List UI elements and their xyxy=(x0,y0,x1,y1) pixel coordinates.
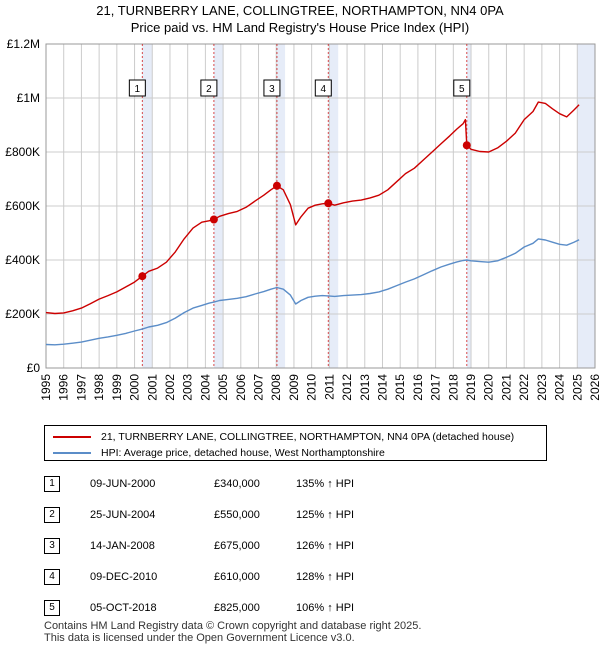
sale-number-box xyxy=(453,79,471,97)
x-tick-label: 2014 xyxy=(375,374,389,401)
x-tick-label: 2008 xyxy=(269,374,283,401)
sale-date: 09-JUN-2000 xyxy=(90,478,156,490)
x-tick-label: 2017 xyxy=(429,374,443,401)
sale-point xyxy=(462,141,471,150)
sale-hpi-diff: 125% ↑ HPI xyxy=(296,509,355,521)
y-tick-label: £1M xyxy=(17,91,40,105)
sale-number-labels: 1 2 3 4 5 xyxy=(128,79,471,97)
x-tick-label: 1996 xyxy=(57,374,71,401)
x-tick-label: 2012 xyxy=(340,374,354,401)
x-tick-label: 2004 xyxy=(198,374,212,401)
y-tick-label: £400K xyxy=(5,253,40,267)
sale-number-label: 5 xyxy=(459,84,465,95)
x-tick-label: 2005 xyxy=(216,374,230,401)
sale-date: 05-OCT-2018 xyxy=(90,602,157,614)
legend: 21, TURNBERRY LANE, COLLINGTREE, NORTHAM… xyxy=(44,425,547,461)
legend-item-hpi: HPI: Average price, detached house, West… xyxy=(53,445,385,461)
x-tick-label: 2019 xyxy=(464,374,478,401)
legend-label-property: 21, TURNBERRY LANE, COLLINGTREE, NORTHAM… xyxy=(101,431,515,443)
x-tick-label: 2009 xyxy=(287,374,301,401)
x-tick-label: 1995 xyxy=(39,374,53,401)
x-tick-label: 1998 xyxy=(92,374,106,401)
x-tick-label: 1997 xyxy=(74,374,88,401)
y-tick-label: £600K xyxy=(5,199,40,213)
sale-number-label: 1 xyxy=(135,84,141,95)
axis-labels: 1995 1996 1997 1998 1999 2000 2001 2002 2003 2004… xyxy=(5,37,600,401)
sale-date: 14-JAN-2008 xyxy=(90,540,155,552)
series-lines xyxy=(45,101,580,346)
x-tick-label: 2006 xyxy=(234,374,248,401)
sale-number-box xyxy=(314,79,332,97)
sale-number: 2 xyxy=(44,507,60,523)
sale-number: 1 xyxy=(44,476,60,492)
sale-date: 25-JUN-2004 xyxy=(90,509,156,521)
x-tick-label: 2011 xyxy=(322,374,336,400)
table-row: 4 09-DEC-2010 £610,000 128% ↑ HPI xyxy=(44,568,584,588)
x-tick-label: 2002 xyxy=(163,374,177,401)
sale-price: £825,000 xyxy=(214,602,260,614)
sale-date: 09-DEC-2010 xyxy=(90,571,158,583)
sale-number-box xyxy=(128,79,146,97)
x-tick-label: 2003 xyxy=(181,374,195,401)
x-tick-label: 2013 xyxy=(358,374,372,401)
x-tick-label: 2016 xyxy=(411,374,425,401)
sale-points xyxy=(138,141,471,281)
x-tick-label: 2026 xyxy=(588,374,600,401)
sale-hpi-diff: 128% ↑ HPI xyxy=(296,571,355,583)
sale-price: £675,000 xyxy=(214,540,260,552)
legend-item-property: 21, TURNBERRY LANE, COLLINGTREE, NORTHAM… xyxy=(53,429,514,445)
plot-border xyxy=(45,43,596,369)
sale-point xyxy=(324,199,333,208)
x-tick-label: 2000 xyxy=(128,374,142,401)
x-tick-label: 2018 xyxy=(446,374,460,401)
x-tick-label: 2010 xyxy=(305,374,319,401)
x-tick-label: 2007 xyxy=(252,374,266,401)
sale-number: 4 xyxy=(44,569,60,585)
chart-subtitle: Price paid vs. HM Land Registry's House … xyxy=(130,20,470,35)
x-tick-label: 2015 xyxy=(393,374,407,401)
y-tick-label: £800K xyxy=(5,145,40,159)
sale-number: 3 xyxy=(44,538,60,554)
sale-point xyxy=(209,215,218,224)
sale-price: £610,000 xyxy=(214,571,260,583)
x-tick-label: 2001 xyxy=(145,374,159,401)
x-tick-label: 2025 xyxy=(570,374,584,401)
sale-number-label: 4 xyxy=(321,84,327,95)
sale-number-box xyxy=(200,79,218,97)
legend-swatch-property xyxy=(53,436,91,438)
x-tick-label: 2021 xyxy=(499,374,513,401)
table-row: 5 05-OCT-2018 £825,000 106% ↑ HPI xyxy=(44,599,584,619)
property-price-line xyxy=(45,101,580,315)
footer-licence: This data is licensed under the Open Gov… xyxy=(44,632,355,644)
sale-hpi-diff: 135% ↑ HPI xyxy=(296,478,355,490)
sale-point xyxy=(138,272,147,281)
x-tick-label: 2020 xyxy=(482,374,496,401)
chart-title: 21, TURNBERRY LANE, COLLINGTREE, NORTHAM… xyxy=(96,3,504,18)
table-row: 2 25-JUN-2004 £550,000 125% ↑ HPI xyxy=(44,506,584,526)
x-tick-label: 2024 xyxy=(553,374,567,401)
hpi-line xyxy=(45,238,580,346)
table-row: 3 14-JAN-2008 £675,000 126% ↑ HPI xyxy=(44,537,584,557)
y-tick-label: £200K xyxy=(5,307,40,321)
sale-price: £340,000 xyxy=(214,478,260,490)
y-tick-label: £0 xyxy=(27,361,41,375)
x-tick-label: 2023 xyxy=(535,374,549,401)
sale-number-box xyxy=(263,79,281,97)
sale-number-label: 2 xyxy=(206,84,212,95)
sale-price: £550,000 xyxy=(214,509,260,521)
legend-swatch-hpi xyxy=(53,452,91,454)
sale-point xyxy=(272,181,281,190)
grid-lines xyxy=(45,43,596,369)
sale-hpi-diff: 126% ↑ HPI xyxy=(296,540,355,552)
x-tick-label: 2022 xyxy=(517,374,531,401)
table-row: 1 09-JUN-2000 £340,000 135% ↑ HPI xyxy=(44,475,584,495)
sale-hpi-diff: 106% ↑ HPI xyxy=(296,602,355,614)
y-tick-label: £1.2M xyxy=(7,37,40,51)
sale-number-label: 3 xyxy=(269,84,275,95)
legend-label-hpi: HPI: Average price, detached house, West… xyxy=(101,447,385,459)
footer-copyright: Contains HM Land Registry data © Crown c… xyxy=(44,620,422,632)
sale-number: 5 xyxy=(44,600,60,616)
x-tick-label: 1999 xyxy=(110,374,124,401)
